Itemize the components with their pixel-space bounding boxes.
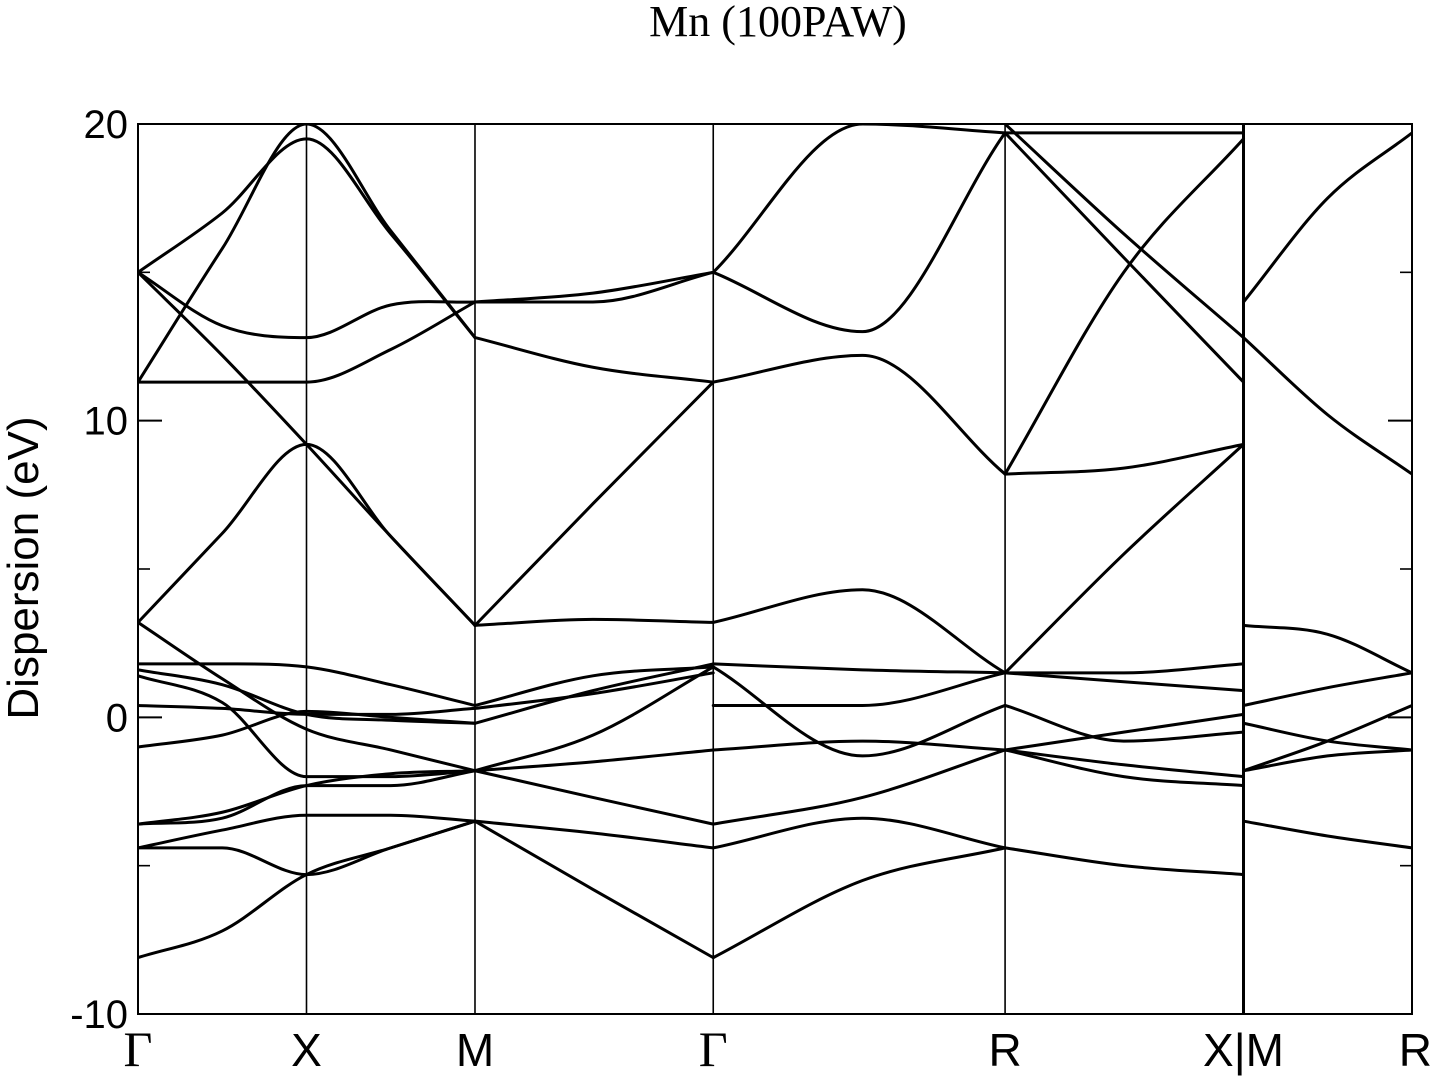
y-tick-label: 20: [84, 103, 129, 147]
x-tick-label: M: [456, 1024, 494, 1076]
band-line: [1003, 131, 1245, 384]
band-line: [138, 709, 477, 749]
band-line: [1242, 721, 1412, 752]
band-line: [1003, 846, 1245, 877]
band-line: [1242, 131, 1412, 304]
band-line: [711, 665, 1007, 758]
band-line: [473, 665, 715, 707]
band-line: [138, 813, 477, 850]
band-line: [473, 270, 715, 304]
band-line: [473, 662, 715, 725]
band-line: [711, 131, 1007, 334]
band-line: [1003, 703, 1245, 743]
band-line: [1003, 137, 1245, 476]
band-line: [473, 665, 715, 773]
band-line: [1003, 748, 1245, 788]
band-line: [1242, 671, 1412, 707]
y-axis-label: Dispersion (eV): [0, 416, 48, 719]
band-line: [1003, 712, 1245, 752]
band-line: [711, 846, 1007, 960]
band-line: [711, 671, 1007, 707]
band-line: [711, 748, 1007, 826]
band-line: [1003, 124, 1245, 340]
band-line: [473, 748, 715, 773]
band-line: [1003, 662, 1245, 675]
band-line: [473, 380, 715, 627]
band-line: [138, 270, 477, 340]
band-line: [711, 588, 1007, 675]
band-line: [1003, 671, 1245, 693]
band-line: [711, 353, 1007, 476]
x-tick-label: X: [291, 1024, 322, 1076]
band-line: [1242, 336, 1412, 476]
x-tick-label: R: [1399, 1024, 1432, 1076]
band-line: [1003, 442, 1245, 476]
x-tick-label: X|M: [1203, 1024, 1284, 1076]
band-line: [1242, 819, 1412, 850]
y-tick-label: -10: [70, 993, 128, 1037]
band-line: [138, 668, 477, 725]
band-line: [138, 300, 477, 384]
band-line: [473, 270, 715, 304]
band-line: [473, 769, 715, 826]
y-tick-label: 0: [106, 696, 128, 740]
band-line: [473, 336, 715, 384]
band-line: [138, 270, 477, 627]
band-line: [1003, 748, 1245, 779]
band-line: [138, 819, 477, 877]
chart-title: Mn (100PAW): [649, 0, 907, 46]
band-line: [138, 137, 477, 340]
plot-frame: [137, 123, 1413, 1015]
band-line: [473, 671, 715, 710]
bands-group: [138, 124, 1412, 960]
x-tick-label: Γ: [699, 1021, 728, 1077]
band-line: [138, 674, 477, 779]
band-line: [138, 620, 477, 773]
band-line: [1242, 623, 1412, 675]
x-tick-label: Γ: [124, 1021, 153, 1077]
band-line: [473, 819, 715, 960]
band-line: [1003, 442, 1245, 675]
band-line: [138, 769, 477, 826]
band-line: [711, 816, 1007, 850]
x-tick-label: R: [988, 1024, 1021, 1076]
band-line: [711, 739, 1007, 752]
band-line: [711, 662, 1007, 675]
band-line: [1242, 748, 1412, 773]
band-line: [473, 617, 715, 627]
band-line: [473, 819, 715, 850]
y-tick-label: 10: [84, 400, 129, 444]
band-line: [711, 124, 1007, 274]
